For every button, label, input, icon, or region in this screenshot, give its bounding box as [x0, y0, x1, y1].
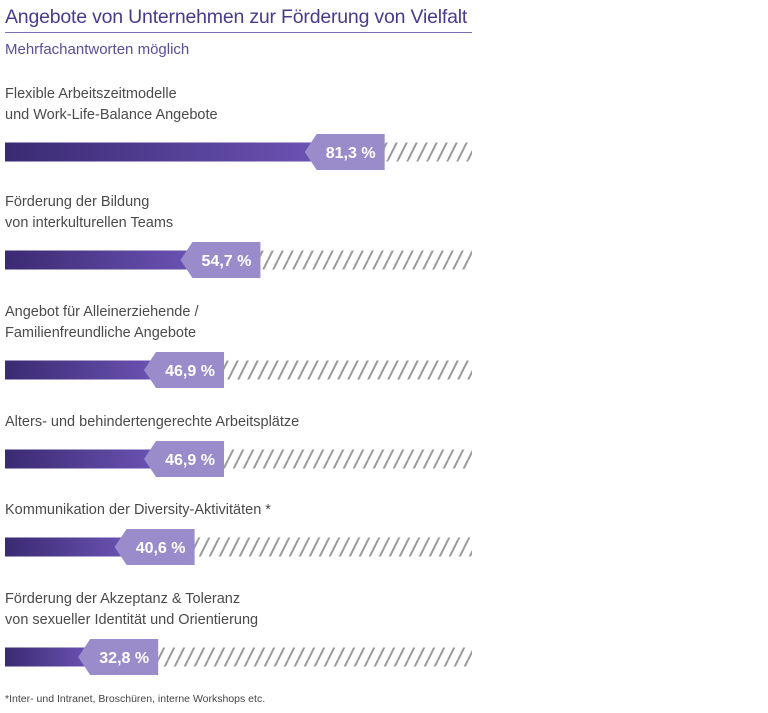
category-label: von interkulturellen Teams: [5, 215, 173, 231]
data-label: 46,9 %: [165, 452, 215, 469]
bar: [5, 537, 127, 557]
data-label: 32,8 %: [99, 650, 149, 667]
data-label: 40,6 %: [136, 540, 186, 557]
bar: [5, 360, 157, 380]
chart-subtitle: Mehrfachantworten möglich: [5, 41, 190, 58]
value-label-box: [78, 639, 159, 675]
value-label-box: [144, 352, 225, 388]
title-underline: [5, 32, 472, 33]
bar: [5, 250, 193, 270]
value-label-box: [114, 529, 195, 565]
bar-row-6: 32,8 % Förderung der Akzeptanz & Toleranz…: [5, 591, 472, 675]
bar-row-3: 46,9 % Angebot für Alleinerziehende / Fami…: [5, 304, 472, 388]
bar-row-1: 81,3 % Flexible Arbeitszeitmodelle und Wor…: [5, 86, 472, 170]
value-label-box: [180, 242, 261, 278]
footnote: *Inter- und Intranet, Broschüren, intern…: [5, 693, 266, 705]
data-label: 54,7 %: [202, 253, 252, 270]
value-label-box: [304, 134, 385, 170]
category-label: Förderung der Akzeptanz & Toleranz: [5, 591, 240, 607]
category-label: Kommunikation der Diversity-Aktivitäten …: [5, 502, 271, 518]
bar: [5, 449, 157, 469]
value-label-box: [144, 441, 225, 477]
data-label: 46,9 %: [165, 363, 215, 380]
bar: [5, 647, 91, 667]
bar-row-4: 46,9 % Alters- und behindertengerechte Ar…: [5, 414, 472, 477]
chart-title: Angebote von Unternehmen zur Förderung v…: [5, 6, 468, 28]
category-label: Förderung der Bildung: [5, 194, 149, 210]
bar: [5, 142, 317, 162]
category-label: und Work-Life-Balance Angebote: [5, 107, 218, 123]
category-label: Alters- und behindertengerechte Arbeitsp…: [5, 414, 299, 430]
bar-row-2: 54,7 % Förderung der Bildung von interkult…: [5, 194, 472, 278]
bar-row-5: 40,6 % Kommunikation der Diversity-Aktivi…: [5, 502, 472, 565]
category-label: von sexueller Identität und Orientierung: [5, 612, 258, 628]
data-label: 81,3 %: [326, 145, 376, 162]
category-label: Angebot für Alleinerziehende /: [5, 304, 199, 320]
category-label: Familienfreundliche Angebote: [5, 325, 196, 341]
category-label: Flexible Arbeitszeitmodelle: [5, 86, 177, 102]
